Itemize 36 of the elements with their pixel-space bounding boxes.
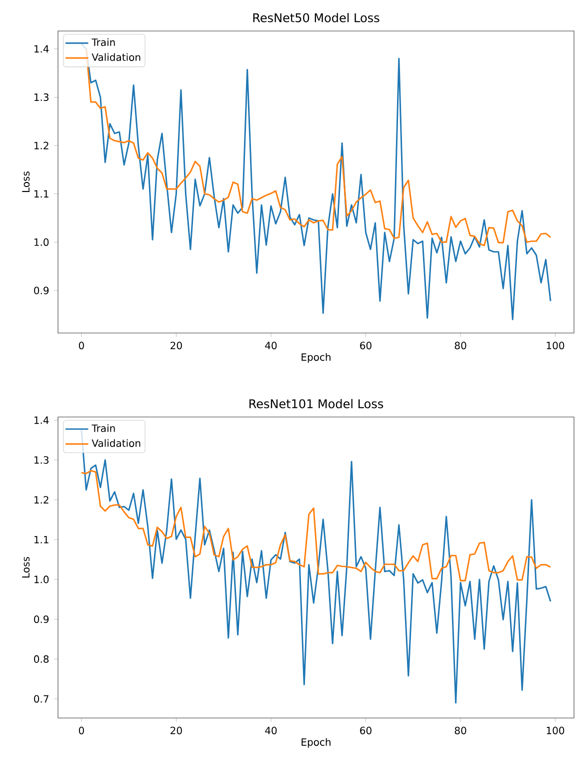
x-tick-label: 0: [78, 726, 84, 734]
y-tick-label: 0.7: [34, 695, 48, 703]
y-tick-label: 1.3: [34, 456, 48, 464]
y-axis-title: Loss: [22, 172, 30, 192]
x-tick-label: 20: [170, 726, 182, 734]
y-tick-label: 0.8: [34, 655, 49, 663]
y-tick-label: 1.0: [34, 238, 49, 246]
x-tick-label: 0: [78, 342, 84, 350]
y-tick-label: 1.1: [34, 190, 48, 198]
chart-title: ResNet101 Model Loss: [249, 398, 384, 408]
x-tick-label: 60: [360, 726, 372, 734]
legend-label: Validation: [92, 53, 140, 61]
x-tick-label: 40: [265, 342, 277, 350]
legend-label: Train: [92, 38, 115, 46]
y-tick-label: 1.2: [34, 496, 48, 504]
legend-label: Train: [92, 424, 115, 432]
y-tick-label: 1.4: [34, 416, 49, 424]
x-axis-title: Epoch: [302, 738, 330, 748]
x-tick-label: 100: [546, 342, 564, 350]
x-tick-label: 20: [170, 342, 182, 350]
legend-label: Validation: [92, 439, 140, 447]
x-axis-title: Epoch: [302, 353, 330, 363]
x-tick-label: 100: [546, 726, 564, 734]
y-tick-label: 1.0: [34, 576, 49, 584]
y-tick-label: 1.2: [34, 142, 48, 150]
y-tick-label: 0.9: [34, 615, 49, 624]
x-tick-label: 60: [360, 342, 372, 350]
y-axis-title: Loss: [22, 557, 30, 578]
y-tick-label: 1.1: [34, 536, 48, 544]
x-tick-label: 40: [265, 726, 277, 734]
y-tick-label: 1.3: [34, 93, 48, 101]
y-tick-label: 1.4: [34, 45, 49, 53]
x-tick-label: 80: [454, 342, 466, 350]
x-tick-label: 80: [454, 726, 466, 734]
y-tick-label: 0.9: [34, 286, 49, 294]
chart-title: ResNet50 Model Loss: [253, 13, 380, 22]
